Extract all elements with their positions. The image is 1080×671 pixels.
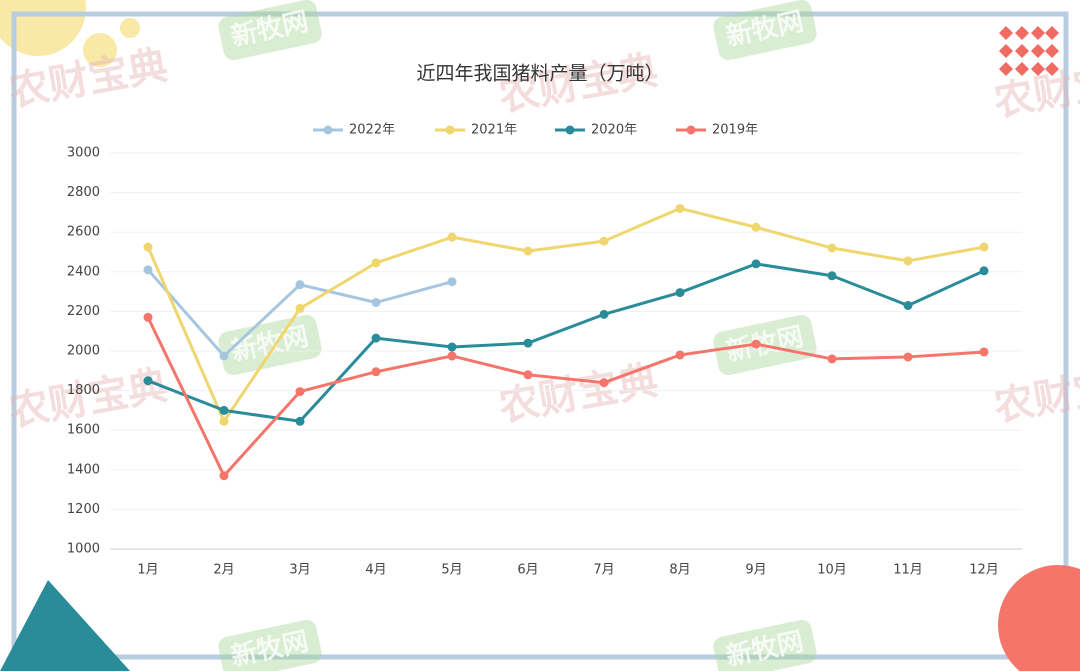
y-tick-label: 2200	[67, 304, 100, 319]
data-point	[371, 258, 381, 268]
data-point	[903, 300, 913, 310]
data-point	[371, 367, 381, 377]
x-tick-label: 5月	[441, 563, 462, 578]
data-point	[979, 347, 989, 357]
y-tick-label: 1400	[67, 462, 100, 477]
x-tick-label: 4月	[365, 563, 386, 578]
chart-title: 近四年我国猪料产量（万吨）	[416, 63, 663, 85]
data-point	[523, 370, 533, 380]
y-tick-label: 1000	[67, 542, 100, 557]
series-line	[146, 316, 985, 478]
data-point	[219, 416, 229, 426]
data-point	[979, 242, 989, 252]
data-point	[295, 387, 305, 397]
data-point	[599, 236, 609, 246]
data-point	[903, 352, 913, 362]
data-point	[675, 288, 685, 298]
data-point	[371, 333, 381, 343]
decor-diamonds	[999, 26, 1059, 76]
x-tick-label: 7月	[593, 563, 614, 578]
data-point	[447, 277, 457, 287]
series-line	[147, 262, 985, 423]
watermark-badge	[713, 0, 817, 61]
data-point	[523, 246, 533, 256]
data-point	[143, 265, 153, 275]
data-point	[827, 243, 837, 253]
data-point	[219, 471, 229, 481]
x-tick-label: 8月	[669, 563, 690, 578]
data-point	[447, 232, 457, 242]
data-point	[219, 351, 229, 361]
series-line	[146, 206, 985, 423]
data-point	[447, 351, 457, 361]
frame	[11, 11, 1069, 660]
x-tick-label: 11月	[893, 563, 923, 578]
data-point	[523, 338, 533, 348]
data-point	[675, 350, 685, 360]
y-tick-label: 2600	[67, 225, 100, 240]
legend-label: 2020年	[591, 123, 637, 138]
watermark: 农财宝典	[496, 358, 662, 431]
decor	[83, 33, 117, 67]
decor	[0, 580, 130, 671]
data-point	[599, 309, 609, 319]
x-tick-label: 9月	[745, 563, 766, 578]
legend-label: 2019年	[712, 123, 758, 138]
data-point	[295, 280, 305, 290]
data-point	[143, 312, 153, 322]
data-point	[143, 376, 153, 386]
y-tick-label: 2800	[67, 185, 100, 200]
legend-dot	[686, 125, 696, 135]
watermark-badge	[713, 619, 817, 671]
data-point	[751, 339, 761, 349]
legend-label: 2021年	[471, 123, 517, 138]
y-tick-label: 2000	[67, 344, 100, 359]
data-point	[295, 303, 305, 313]
data-point	[751, 259, 761, 269]
y-tick-label: 1600	[67, 423, 100, 438]
data-point	[903, 256, 913, 266]
data-point	[219, 405, 229, 415]
watermark-badge	[218, 619, 322, 671]
y-tick-label: 2400	[67, 264, 100, 279]
decor	[998, 565, 1080, 671]
data-point	[979, 266, 989, 276]
data-point	[143, 242, 153, 252]
x-tick-label: 3月	[289, 563, 310, 578]
y-tick-label: 1800	[67, 383, 100, 398]
legend-dot	[565, 125, 575, 135]
x-tick-label: 2月	[213, 563, 234, 578]
x-tick-label: 6月	[517, 563, 538, 578]
decor	[120, 18, 140, 38]
legend-dot	[323, 125, 333, 135]
data-point	[371, 297, 381, 307]
data-point	[447, 342, 457, 352]
y-tick-label: 1200	[67, 502, 100, 517]
data-point	[751, 222, 761, 232]
x-tick-label: 10月	[817, 563, 847, 578]
watermark-badge	[218, 314, 322, 376]
x-tick-label: 12月	[969, 563, 999, 578]
data-point	[295, 416, 305, 426]
legend-label: 2022年	[349, 123, 395, 138]
watermark-badge	[218, 0, 322, 61]
y-tick-label: 3000	[67, 146, 100, 161]
legend-dot	[445, 125, 455, 135]
data-point	[827, 354, 837, 364]
data-point	[599, 378, 609, 388]
data-point	[827, 271, 837, 281]
x-tick-label: 1月	[137, 563, 158, 578]
data-point	[675, 203, 685, 213]
